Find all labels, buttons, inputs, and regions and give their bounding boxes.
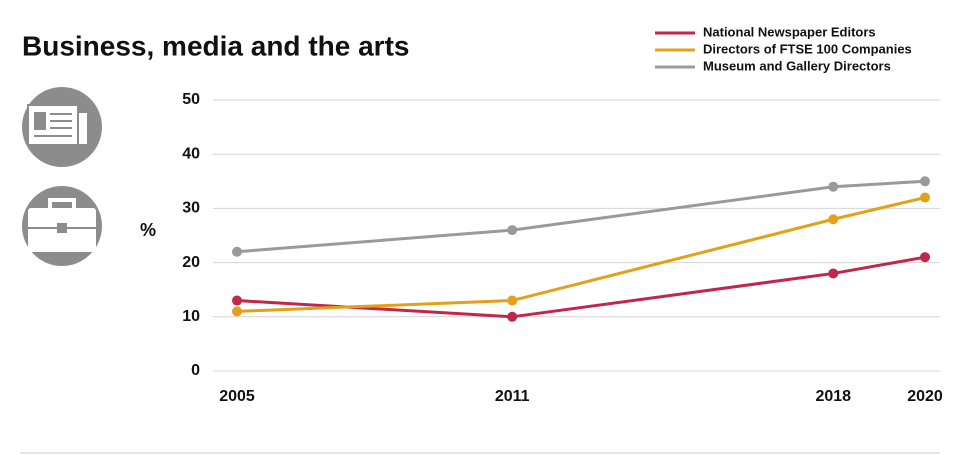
- legend-label: National Newspaper Editors: [703, 24, 876, 39]
- y-tick-label: 50: [182, 91, 200, 108]
- data-point: [232, 306, 242, 317]
- series-line: [236, 179, 926, 254]
- legend-label: Directors of FTSE 100 Companies: [703, 41, 912, 56]
- chart-title: Business, media and the arts: [22, 30, 409, 61]
- y-tick-label: 20: [182, 254, 200, 271]
- y-tick-label: 10: [182, 308, 200, 325]
- newspaper-icon: [22, 87, 102, 167]
- legend-label: Museum and Gallery Directors: [703, 58, 891, 73]
- data-point: [507, 225, 518, 236]
- data-point: [828, 268, 839, 279]
- data-point: [232, 295, 242, 306]
- data-point: [920, 252, 930, 263]
- data-point: [507, 311, 518, 322]
- series-line: [236, 196, 926, 313]
- x-tick-label: 2018: [815, 388, 851, 405]
- x-tick-label: 2011: [495, 388, 530, 405]
- briefcase-icon: [22, 186, 102, 266]
- data-point: [920, 192, 930, 203]
- data-point: [920, 176, 930, 187]
- y-tick-label: 0: [191, 362, 200, 379]
- series-line: [236, 255, 926, 319]
- y-tick-label: 40: [182, 145, 200, 162]
- y-axis-label: %: [140, 220, 156, 240]
- y-tick-label: 30: [182, 200, 200, 217]
- x-tick-label: 2020: [907, 388, 943, 405]
- data-point: [828, 181, 839, 192]
- data-point: [828, 214, 839, 225]
- data-point: [507, 295, 518, 306]
- x-tick-label: 2005: [219, 388, 255, 405]
- data-point: [232, 246, 242, 257]
